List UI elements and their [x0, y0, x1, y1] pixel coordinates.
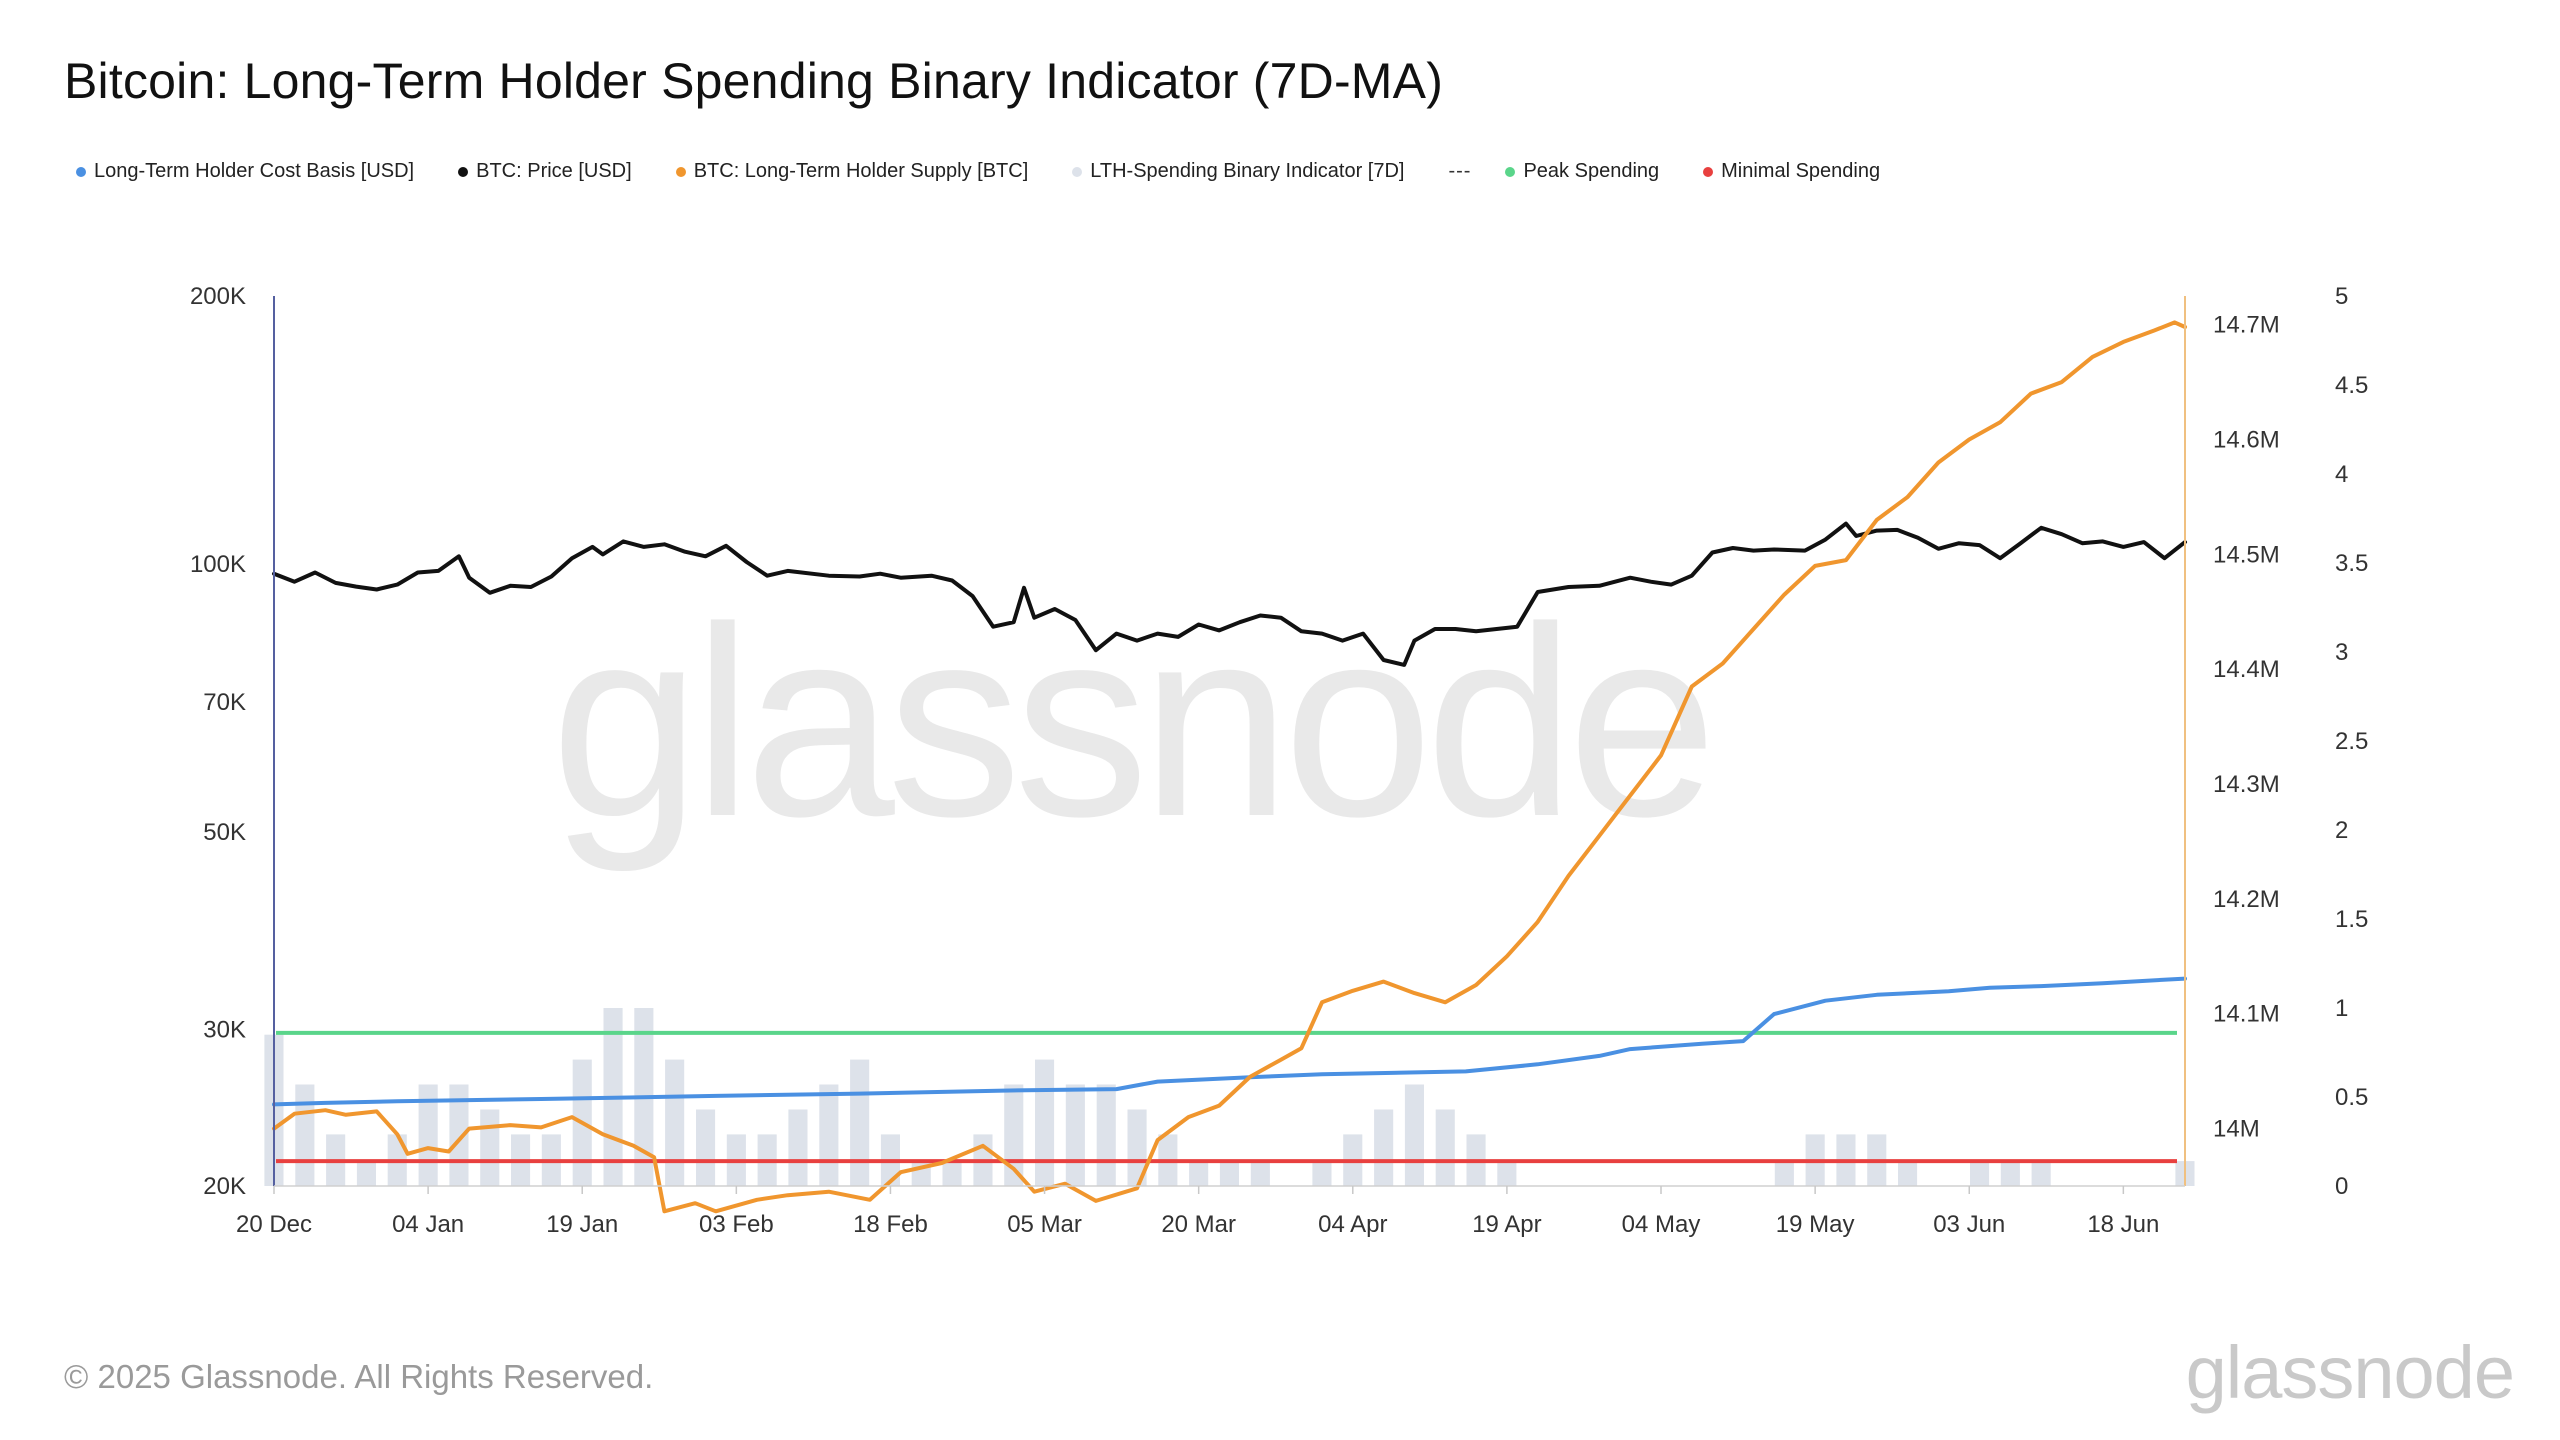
legend-separator: --- [1448, 160, 1472, 182]
indicator-bar [1065, 1084, 1085, 1186]
y-indicator-tick-label: 4.5 [2335, 372, 2368, 399]
y-left-tick-label: 50K [203, 819, 246, 846]
x-tick-label: 04 Apr [1318, 1211, 1387, 1238]
legend-item[interactable]: BTC: Price [USD] [458, 160, 632, 183]
indicator-bar [1774, 1161, 1794, 1186]
y-indicator-tick-label: 5 [2335, 283, 2348, 310]
x-tick-label: 19 Apr [1472, 1211, 1541, 1238]
indicator-bar [850, 1059, 870, 1186]
y-supply-tick-label: 14.5M [2213, 541, 2280, 568]
indicator-bar [1189, 1161, 1209, 1186]
indicator-bar [1435, 1109, 1455, 1186]
legend-dot-icon [1505, 166, 1516, 177]
y-supply-tick-label: 14M [2213, 1116, 2260, 1143]
y-indicator-tick-label: 2.5 [2335, 728, 2368, 755]
y-indicator-tick-label: 3 [2335, 639, 2348, 666]
y-supply-tick-label: 14.3M [2213, 771, 2280, 798]
indicator-bar [1035, 1059, 1055, 1186]
y-left-tick-label: 100K [190, 551, 246, 578]
legend-label: BTC: Price [USD] [476, 160, 632, 182]
indicator-bar [1970, 1161, 1990, 1186]
series-lines [272, 320, 2187, 1214]
legend-item[interactable]: BTC: Long-Term Holder Supply [BTC] [675, 160, 1029, 183]
y-supply-tick-label: 14.4M [2213, 656, 2280, 683]
y-left-tick-label: 30K [203, 1016, 246, 1043]
legend: Long-Term Holder Cost Basis [USD] BTC: Pr… [76, 160, 1924, 183]
legend-item[interactable]: LTH-Spending Binary Indicator [7D] [1072, 160, 1404, 183]
x-tick-label: 05 Mar [1007, 1211, 1082, 1238]
series-line-2 [272, 320, 2187, 1214]
brand-logo: glassnode [2185, 1331, 2515, 1414]
threshold-lines [276, 1030, 2177, 1164]
legend-item[interactable]: Long-Term Holder Cost Basis [USD] [76, 160, 414, 183]
x-tick-label: 03 Feb [699, 1211, 774, 1238]
y-supply-tick-label: 14.2M [2213, 886, 2280, 913]
y-supply-tick-label: 14.7M [2213, 312, 2280, 339]
x-tick-label: 19 Jan [546, 1211, 618, 1238]
indicator-bar [1219, 1161, 1239, 1186]
x-tick-label: 20 Mar [1161, 1211, 1236, 1238]
indicator-bar [480, 1109, 500, 1186]
indicator-bar [788, 1109, 808, 1186]
y-indicator-tick-label: 3.5 [2335, 550, 2368, 577]
y-indicator-tick-label: 1.5 [2335, 906, 2368, 933]
indicator-bar [2031, 1161, 2051, 1186]
legend-label: Minimal Spending [1721, 160, 1881, 182]
legend-item[interactable]: Peak Spending [1505, 160, 1659, 183]
indicator-bar [1404, 1084, 1424, 1186]
indicator-bars [264, 1008, 2195, 1186]
indicator-bar [665, 1059, 685, 1186]
legend-label: BTC: Long-Term Holder Supply [BTC] [693, 160, 1029, 182]
indicator-bar [696, 1109, 716, 1186]
series-line-0 [272, 521, 2187, 667]
legend-dot-icon [675, 166, 686, 177]
chart-title: Bitcoin: Long-Term Holder Spending Binar… [64, 53, 1444, 109]
indicator-bar [356, 1161, 376, 1186]
indicator-bar [1096, 1084, 1116, 1186]
indicator-bar [1374, 1109, 1394, 1186]
indicator-bar [1898, 1161, 1918, 1186]
legend-dot-icon [1072, 166, 1083, 177]
y-left-tick-label: 70K [203, 689, 246, 716]
x-tick-label: 04 Jan [392, 1211, 464, 1238]
y-left-tick-label: 200K [190, 283, 246, 310]
y-supply-tick-label: 14.6M [2213, 427, 2280, 454]
x-tick-label: 20 Dec [236, 1211, 312, 1238]
indicator-bar [819, 1084, 839, 1186]
legend-dot-icon [1703, 166, 1714, 177]
y-supply-tick-label: 14.1M [2213, 1001, 2280, 1028]
indicator-bar [1497, 1161, 1517, 1186]
copyright-footer: © 2025 Glassnode. All Rights Reserved. [64, 1358, 654, 1395]
legend-label: LTH-Spending Binary Indicator [7D] [1090, 160, 1405, 182]
x-tick-label: 03 Jun [1933, 1211, 2005, 1238]
legend-dot-icon [76, 166, 86, 177]
x-tick-label: 19 May [1776, 1211, 1855, 1238]
y-indicator-tick-label: 4 [2335, 461, 2348, 488]
x-tick-label: 18 Feb [853, 1211, 928, 1238]
series-line-1 [272, 976, 2187, 1107]
indicator-bar [1127, 1109, 1147, 1186]
indicator-bar [942, 1161, 962, 1186]
axes: 200K 100K 70K 50K 30K 20K 14.7M 14.6M 14.5M 14.4M… [190, 283, 2368, 1238]
y-indicator-tick-label: 0 [2335, 1173, 2348, 1200]
indicator-bar [1250, 1161, 1270, 1186]
y-left-tick-label: 20K [203, 1173, 246, 1200]
y-indicator-tick-label: 2 [2335, 817, 2348, 844]
y-indicator-tick-label: 1 [2335, 995, 2348, 1022]
indicator-bar [1312, 1161, 1332, 1186]
x-tick-label: 04 May [1622, 1211, 1701, 1238]
legend-label: Long-Term Holder Cost Basis [USD] [94, 160, 415, 182]
x-tick-label: 18 Jun [2087, 1211, 2159, 1238]
y-indicator-tick-label: 0.5 [2335, 1084, 2368, 1111]
legend-label: Peak Spending [1523, 160, 1660, 182]
legend-dot-icon [458, 166, 469, 177]
watermark: glassnode [551, 572, 1710, 874]
indicator-bar [295, 1084, 315, 1186]
legend-item[interactable]: Minimal Spending [1703, 160, 1880, 183]
indicator-bar [2000, 1161, 2020, 1186]
